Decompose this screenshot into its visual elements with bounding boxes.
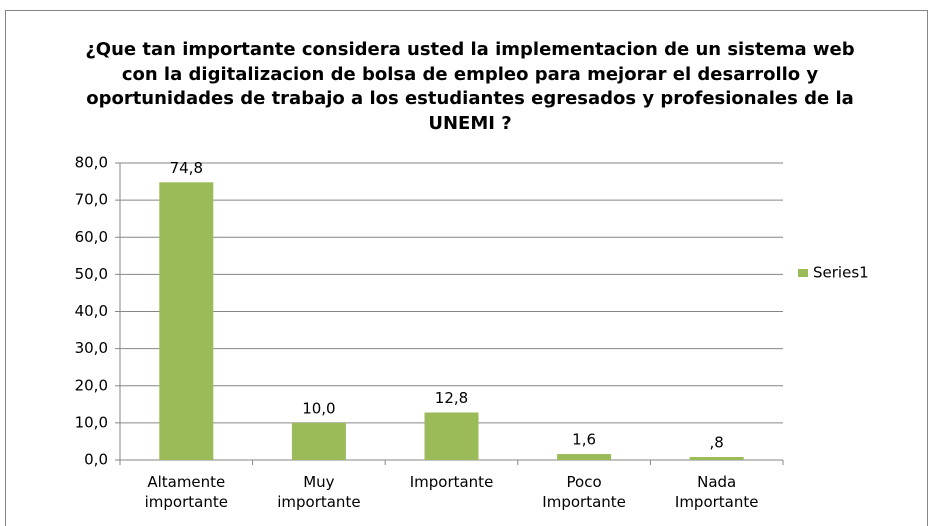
y-tick-label: 40,0 — [75, 302, 108, 320]
legend-label: Series1 — [813, 264, 869, 282]
chart-title: ¿Que tan importante considera usted la i… — [85, 39, 855, 134]
legend-swatch — [798, 269, 808, 277]
data-label: ,8 — [710, 434, 724, 452]
data-label: 74,8 — [170, 159, 203, 177]
bar — [689, 457, 744, 460]
data-label: 12,8 — [435, 389, 468, 407]
bar — [159, 182, 214, 460]
x-tick-label: Nada Importante — [675, 473, 759, 511]
y-tick-label: 10,0 — [75, 413, 108, 431]
y-tick-label: 50,0 — [75, 265, 108, 283]
x-tick-label: Importante — [410, 473, 494, 491]
y-tick-label: 0,0 — [84, 451, 108, 469]
x-tick-label: Poco Importante — [542, 473, 626, 511]
y-tick-label: 20,0 — [75, 376, 108, 394]
y-tick-label: 80,0 — [75, 154, 108, 172]
x-tick-label: Muy importante — [277, 473, 360, 511]
data-label: 10,0 — [302, 399, 335, 417]
bar — [424, 412, 479, 460]
y-tick-label: 30,0 — [75, 339, 108, 357]
y-tick-label: 60,0 — [75, 228, 108, 246]
y-tick-label: 70,0 — [75, 191, 108, 209]
x-tick-label: Altamente importante — [145, 473, 228, 511]
data-label: 1,6 — [572, 431, 596, 449]
bar — [291, 422, 346, 460]
bar — [557, 454, 612, 460]
